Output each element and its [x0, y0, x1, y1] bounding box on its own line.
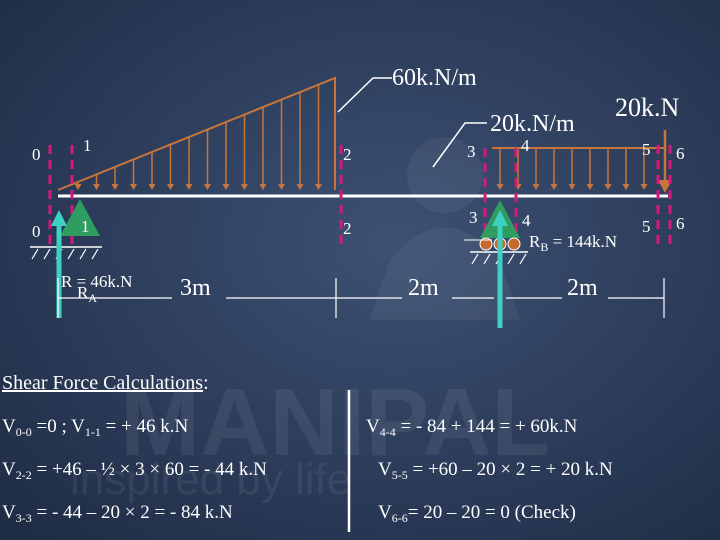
eq-v22-text: = +46 – ½ × 3 × 60 = - 44 k.N	[31, 459, 267, 480]
equation-v33: V3-3 = - 44 – 20 × 2 = - 84 k.N	[2, 503, 233, 524]
shear-force-heading-colon: :	[203, 372, 209, 394]
section-label-2-top: 2	[343, 145, 352, 164]
section-lines	[48, 145, 672, 245]
eq-v11-text: = + 46 k.N	[100, 416, 189, 437]
load-arrow-head	[532, 184, 540, 190]
load-arrow-head	[568, 184, 576, 190]
section-label-6-top: 6	[676, 144, 685, 163]
load-arrow-head	[167, 184, 174, 190]
support-a-pin	[30, 199, 102, 260]
eq-v66-text: = 20 – 20 = 0 (Check)	[407, 502, 576, 523]
eq-v00-symbol: V	[2, 416, 16, 437]
equation-v66: V6-6= 20 – 20 = 0 (Check)	[378, 503, 576, 524]
load-arrow-head	[278, 184, 285, 190]
reaction-b-subscript: B	[540, 240, 549, 254]
reaction-a-arrow	[51, 210, 67, 318]
eq-v55-subscript: 5-5	[391, 468, 408, 482]
reaction-a-value: R = 46k.N	[61, 272, 133, 291]
load-arrow-head	[496, 184, 504, 190]
load-arrow-head	[185, 184, 193, 190]
load-arrow-head	[315, 184, 322, 190]
dimension-2m-right: 2m	[567, 275, 598, 301]
load-arrow-head	[74, 184, 82, 190]
eq-v66-subscript: 6-6	[391, 511, 408, 525]
udl-peak-leader	[337, 77, 392, 113]
udl-uniform-leader	[432, 122, 487, 168]
reaction-b-value: = 144k.N	[548, 232, 617, 251]
triangular-load-outline	[57, 76, 336, 191]
eq-v55-text: = +60 – 20 × 2 = + 20 k.N	[407, 459, 613, 480]
eq-v33-text: = - 44 – 20 × 2 = - 84 k.N	[31, 502, 233, 523]
equation-v00-v11: V0-0 =0 ; V1-1 = + 46 k.N	[2, 417, 188, 438]
load-arrow-head	[604, 184, 612, 190]
eq-v55-symbol: V	[378, 459, 392, 480]
shear-force-heading: Shear Force Calculations:	[2, 373, 209, 393]
eq-v11-subscript: 1-1	[84, 425, 101, 439]
section-label-4-bottom: 4	[522, 211, 531, 230]
load-arrow-head	[296, 184, 304, 190]
section-label-2-bottom: 2	[343, 219, 352, 238]
watermark-main: MANIPAL	[120, 369, 551, 476]
udl-arrows	[74, 84, 648, 190]
section-label-3-top: 3	[467, 142, 476, 161]
reaction-a-letter: R	[77, 283, 89, 302]
eq-v22-symbol: V	[2, 459, 16, 480]
load-arrow-head	[204, 184, 211, 190]
eq-v44-subscript: 4-4	[379, 425, 396, 439]
udl-peak-label: 60k.N/m	[392, 65, 477, 91]
section-label-5-bottom: 5	[642, 217, 651, 236]
load-arrow-head	[148, 184, 156, 190]
eq-v44-text: = - 84 + 144 = + 60k.N	[395, 416, 578, 437]
section-label-6-bottom: 6	[676, 214, 685, 233]
section-label-0-bottom: 0	[32, 222, 41, 241]
equation-v55: V5-5 = +60 – 20 × 2 = + 20 k.N	[378, 460, 613, 481]
shear-force-heading-text: Shear Force Calculations	[2, 372, 204, 394]
load-arrow-head	[259, 184, 267, 190]
equation-v44: V4-4 = - 84 + 144 = + 60k.N	[366, 417, 577, 438]
load-arrow-head	[222, 184, 230, 190]
reaction-b-arrow	[492, 210, 508, 328]
reaction-a-subscript: A	[88, 291, 98, 305]
load-arrow-head	[550, 184, 558, 190]
eq-v00-subscript: 0-0	[15, 425, 32, 439]
eq-v44-symbol: V	[366, 416, 380, 437]
reaction-b-letter: R	[529, 232, 541, 251]
udl-uniform-label: 20k.N/m	[490, 111, 575, 137]
load-arrow-head	[241, 184, 248, 190]
load-arrow-head	[622, 184, 630, 190]
eq-v00-text: =0 ; V	[31, 416, 85, 437]
eq-v33-symbol: V	[2, 502, 16, 523]
section-label-4-top: 4	[521, 136, 530, 155]
load-arrow-head	[93, 184, 100, 190]
eq-v22-subscript: 2-2	[15, 468, 32, 482]
load-arrow-head	[640, 184, 648, 190]
load-arrow-head	[586, 184, 594, 190]
eq-v66-symbol: V	[378, 502, 392, 523]
dimension-lines	[57, 278, 665, 318]
section-label-3-bottom: 3	[469, 208, 478, 227]
load-arrow-head	[130, 184, 137, 190]
section-label-5-top: 5	[642, 140, 651, 159]
point-load-label: 20k.N	[615, 93, 680, 122]
equation-v22: V2-2 = +46 – ½ × 3 × 60 = - 44 k.N	[2, 460, 267, 481]
section-label-1-bottom: 1	[81, 217, 90, 236]
eq-v33-subscript: 3-3	[15, 511, 32, 525]
reaction-b-label: RB = 144k.N	[529, 233, 617, 253]
watermark-tagline: inspired by life	[70, 455, 352, 504]
dimension-3m: 3m	[180, 275, 211, 301]
section-label-1-top: 1	[83, 136, 92, 155]
section-label-0-top: 0	[32, 145, 41, 164]
dimension-2m-left: 2m	[408, 275, 439, 301]
load-arrow-head	[111, 184, 119, 190]
reaction-a-symbol: RA	[77, 284, 97, 304]
